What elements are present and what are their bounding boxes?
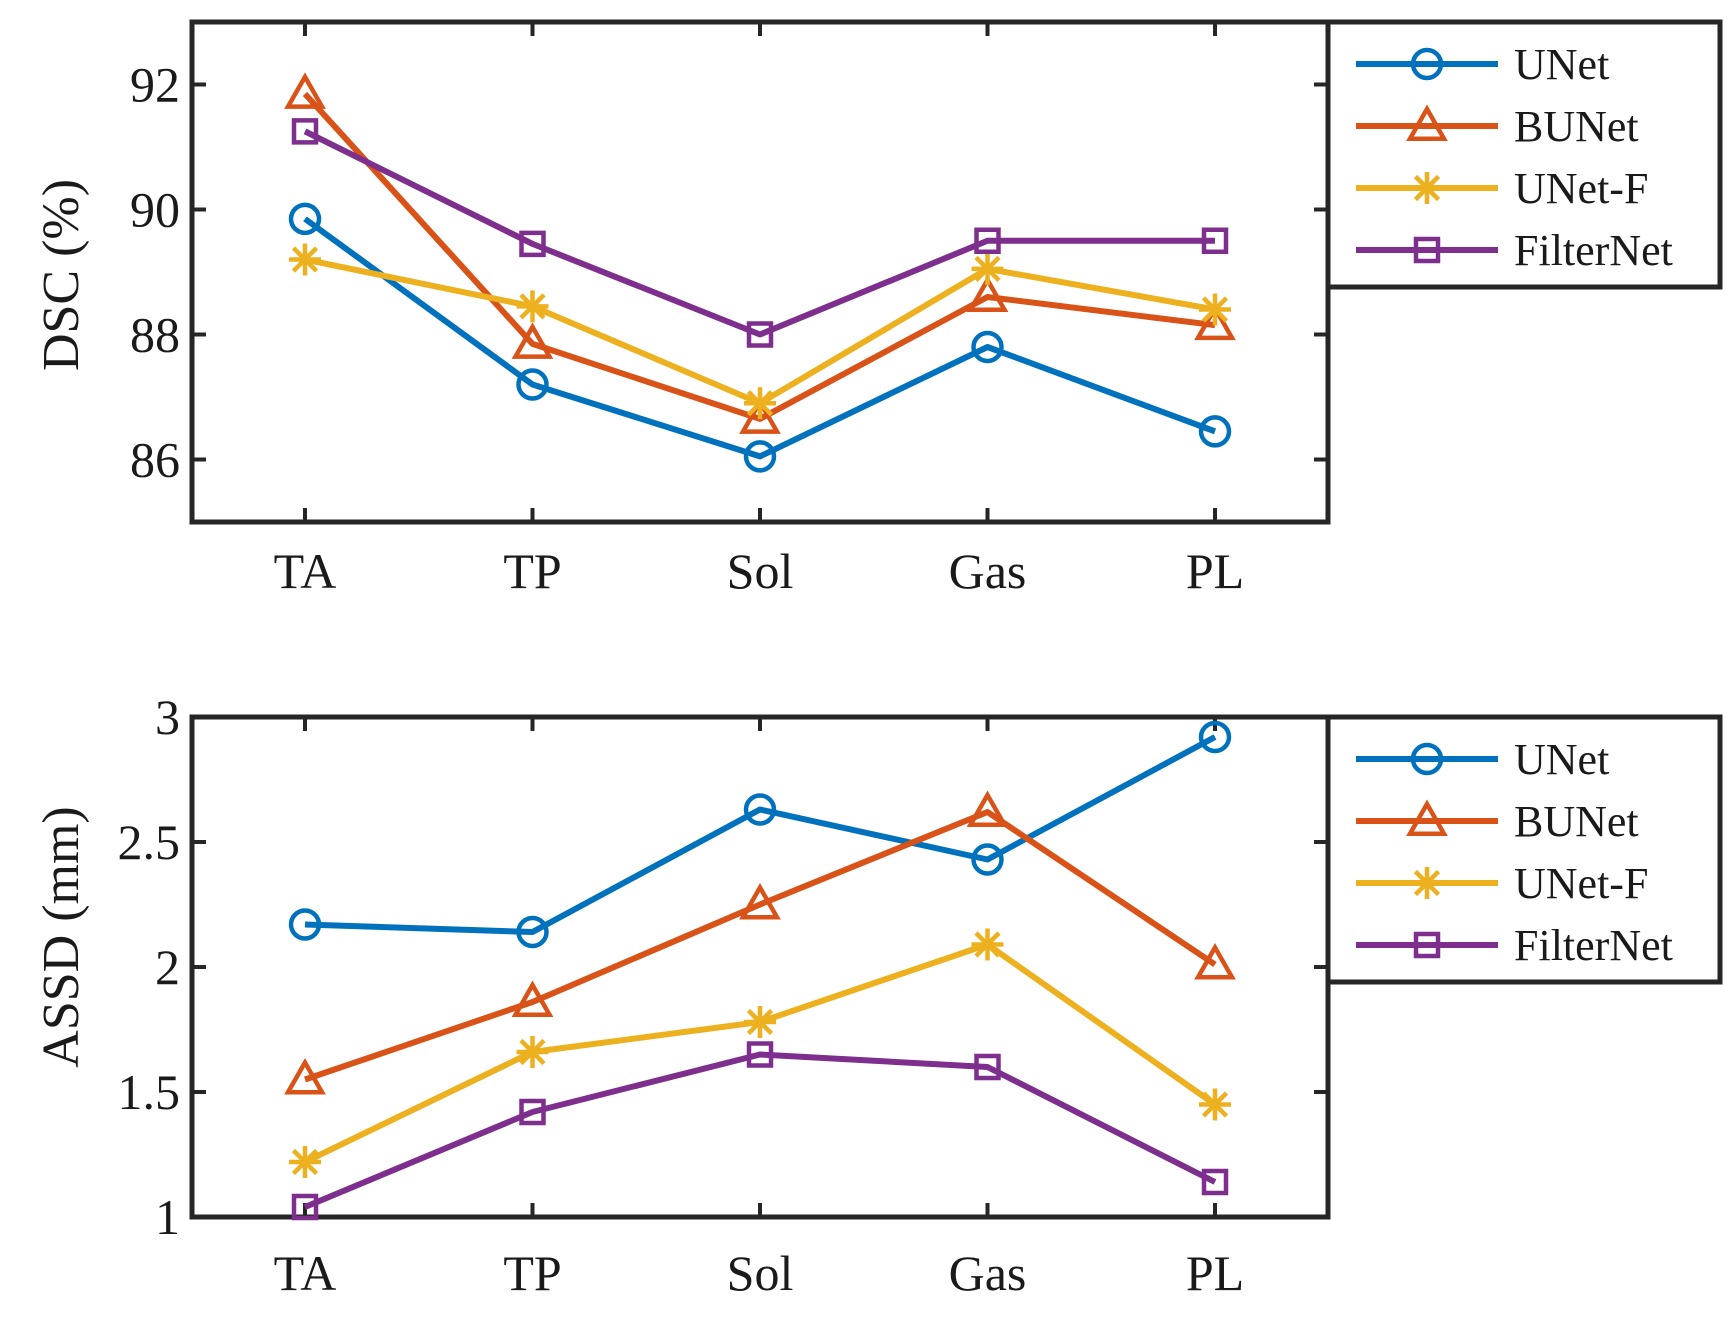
assd-plot-frame bbox=[189, 714, 1331, 1220]
dsc-point-bunet bbox=[966, 275, 1009, 312]
assd-y-tick-label: 3 bbox=[155, 689, 180, 745]
assd-category-label: Gas bbox=[949, 1245, 1027, 1301]
assd-y-tick-label: 2 bbox=[155, 939, 180, 995]
assd-category-label: TP bbox=[503, 1245, 561, 1301]
dsc-point-unet bbox=[743, 440, 777, 473]
assd-point-filternet bbox=[291, 1193, 319, 1221]
dsc-point-filternet bbox=[974, 227, 1001, 254]
assd-legend-label-filternet: FilterNet bbox=[1514, 921, 1673, 970]
dsc-y-tick-label: 88 bbox=[130, 307, 180, 363]
dsc-point-filternet bbox=[291, 118, 319, 145]
dsc-category-label: Gas bbox=[949, 543, 1027, 599]
assd-legend-marker-unet bbox=[1410, 742, 1444, 776]
assd-point-unet bbox=[971, 843, 1004, 876]
assd-point-unet bbox=[288, 908, 322, 941]
assd-y-axis-label: ASSD (mm) bbox=[33, 806, 90, 1067]
assd-series-line-unet bbox=[304, 734, 1217, 935]
dsc-category-label: TP bbox=[503, 543, 561, 599]
assd-y-tick-label: 2.5 bbox=[118, 814, 181, 870]
dsc-legend-label-filternet: FilterNet bbox=[1514, 226, 1673, 275]
dsc-point-bunet bbox=[1194, 303, 1236, 341]
assd-series-line-filternet bbox=[303, 1051, 1217, 1210]
dsc-point-unet-f bbox=[971, 252, 1004, 285]
dsc-series-line-filternet bbox=[303, 128, 1215, 338]
assd-point-bunet bbox=[511, 980, 554, 1017]
dsc-chart: 86 88 90 92 TA TP Sol Gas PL UNet BUNet UNet-F Filte… bbox=[33, 19, 1723, 599]
dsc-y-tick-label: 92 bbox=[130, 57, 180, 113]
assd-legend-box bbox=[1325, 714, 1723, 985]
dsc-chart-marks: 86 88 90 92 TA TP Sol Gas PL UNet BUNet UNet-F Filte… bbox=[130, 19, 1723, 599]
assd-point-unet-f bbox=[289, 1146, 321, 1178]
assd-legend-marker-unet-f bbox=[1411, 867, 1443, 899]
assd-point-filternet bbox=[519, 1098, 546, 1126]
assd-point-unet-f bbox=[744, 1006, 776, 1038]
assd-y-tick-label: 1 bbox=[155, 1189, 180, 1245]
assd-point-filternet bbox=[746, 1041, 774, 1068]
dsc-legend-marker-unet bbox=[1410, 47, 1444, 81]
assd-point-bunet bbox=[1194, 942, 1236, 980]
dsc-legend-label-bunet: BUNet bbox=[1514, 102, 1639, 151]
dsc-legend: UNet BUNet UNet-F FilterNet bbox=[1325, 19, 1723, 290]
assd-y-tick-label: 1.5 bbox=[118, 1064, 181, 1120]
dsc-series-line-bunet bbox=[302, 91, 1216, 422]
assd-point-unet bbox=[1198, 720, 1232, 754]
assd-legend-marker-bunet bbox=[1406, 799, 1448, 836]
dsc-point-filternet bbox=[519, 230, 546, 258]
dsc-point-unet bbox=[516, 368, 549, 401]
dsc-y-axis-label: DSC (%) bbox=[33, 179, 90, 371]
assd-point-unet-f bbox=[971, 928, 1004, 961]
assd-category-label: PL bbox=[1186, 1245, 1244, 1301]
dsc-point-unet bbox=[971, 330, 1004, 364]
assd-series-line-bunet bbox=[304, 809, 1217, 1083]
assd-point-filternet bbox=[974, 1053, 1001, 1081]
assd-point-unet-f bbox=[516, 1036, 549, 1068]
assd-point-unet bbox=[516, 915, 549, 949]
dsc-point-unet bbox=[1198, 415, 1232, 448]
dsc-point-bunet bbox=[284, 72, 326, 109]
dsc-legend-marker-unet-f bbox=[1411, 172, 1443, 204]
assd-chart-marks: 1 1.5 2 2.5 3 TA TP Sol Gas PL UNet BUNet UNet-F Filt… bbox=[118, 689, 1723, 1301]
dsc-point-filternet bbox=[746, 321, 774, 348]
assd-legend-label-unet: UNet bbox=[1514, 735, 1609, 784]
assd-chart: 1 1.5 2 2.5 3 TA TP Sol Gas PL UNet BUNet UNet-F Filt… bbox=[33, 689, 1723, 1301]
assd-point-unet-f bbox=[1199, 1088, 1231, 1121]
dsc-legend-marker-filternet bbox=[1413, 236, 1441, 264]
dsc-point-unet bbox=[288, 202, 322, 236]
assd-point-bunet bbox=[966, 790, 1009, 827]
assd-legend: UNet BUNet UNet-F FilterNet bbox=[1325, 714, 1723, 985]
assd-point-filternet bbox=[1201, 1168, 1229, 1196]
dsc-category-label: TA bbox=[274, 543, 337, 599]
dsc-point-unet-f bbox=[289, 243, 321, 276]
assd-point-bunet bbox=[739, 882, 781, 920]
dsc-y-tick-label: 90 bbox=[130, 182, 180, 238]
dsc-y-tick-label: 86 bbox=[130, 432, 180, 488]
assd-legend-marker-filternet bbox=[1413, 931, 1441, 959]
dsc-legend-label-unet-f: UNet-F bbox=[1514, 164, 1648, 213]
assd-legend-label-bunet: BUNet bbox=[1514, 797, 1639, 846]
dsc-category-label: PL bbox=[1186, 543, 1244, 599]
dsc-legend-label-unet: UNet bbox=[1514, 40, 1609, 89]
dsc-point-unet-f bbox=[1199, 293, 1231, 326]
dsc-point-unet-f bbox=[516, 290, 549, 323]
dsc-category-label: Sol bbox=[727, 543, 794, 599]
assd-point-unet bbox=[743, 793, 777, 826]
assd-category-label: TA bbox=[274, 1245, 337, 1301]
dsc-point-filternet bbox=[1201, 227, 1229, 254]
assd-category-label: Sol bbox=[727, 1245, 794, 1301]
dsc-series-line-unet bbox=[303, 216, 1217, 460]
dsc-point-bunet bbox=[739, 397, 781, 434]
dsc-legend-marker-bunet bbox=[1406, 104, 1448, 141]
dsc-point-unet-f bbox=[744, 387, 776, 420]
dsc-point-bunet bbox=[511, 322, 554, 359]
assd-point-bunet bbox=[284, 1057, 326, 1095]
assd-legend-label-unet-f: UNet-F bbox=[1514, 859, 1648, 908]
